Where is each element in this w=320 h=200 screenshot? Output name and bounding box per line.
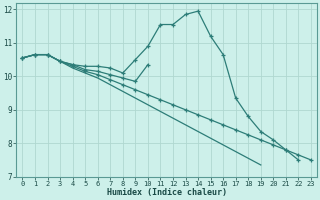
X-axis label: Humidex (Indice chaleur): Humidex (Indice chaleur) [107, 188, 227, 197]
